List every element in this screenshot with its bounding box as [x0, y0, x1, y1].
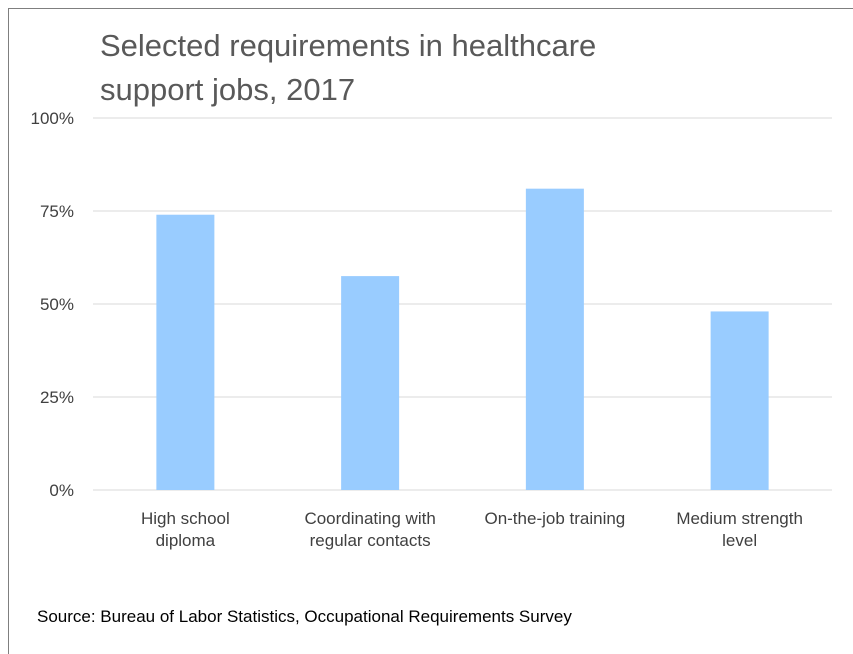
x-category-label: diploma [156, 531, 216, 550]
bar [710, 311, 769, 490]
y-tick-label: 0% [49, 481, 74, 500]
y-axis-ticks: 0% 25% 50% 75% 100% [31, 109, 74, 500]
chart-title: Selected requirements in healthcare supp… [100, 24, 740, 112]
x-category-label: regular contacts [310, 531, 431, 550]
x-category-label: High school [141, 509, 230, 528]
chart-title-line-1: Selected requirements in healthcare [100, 28, 597, 63]
bars [156, 188, 769, 490]
chart-title-line-2: support jobs, 2017 [100, 72, 356, 107]
bar [156, 214, 215, 490]
y-tick-label: 25% [40, 388, 74, 407]
gridlines [93, 117, 832, 491]
x-category-label: level [722, 531, 757, 550]
y-tick-label: 50% [40, 295, 74, 314]
x-category-label: On-the-job training [484, 509, 625, 528]
x-category-label: Coordinating with [304, 509, 435, 528]
y-tick-label: 100% [31, 109, 74, 128]
y-tick-label: 75% [40, 202, 74, 221]
x-category-label: Medium strength [676, 509, 803, 528]
bar [525, 188, 584, 490]
source-note: Source: Bureau of Labor Statistics, Occu… [37, 607, 572, 626]
bar [341, 276, 400, 490]
x-axis-categories: High school diploma Coordinating with regul… [141, 509, 803, 550]
